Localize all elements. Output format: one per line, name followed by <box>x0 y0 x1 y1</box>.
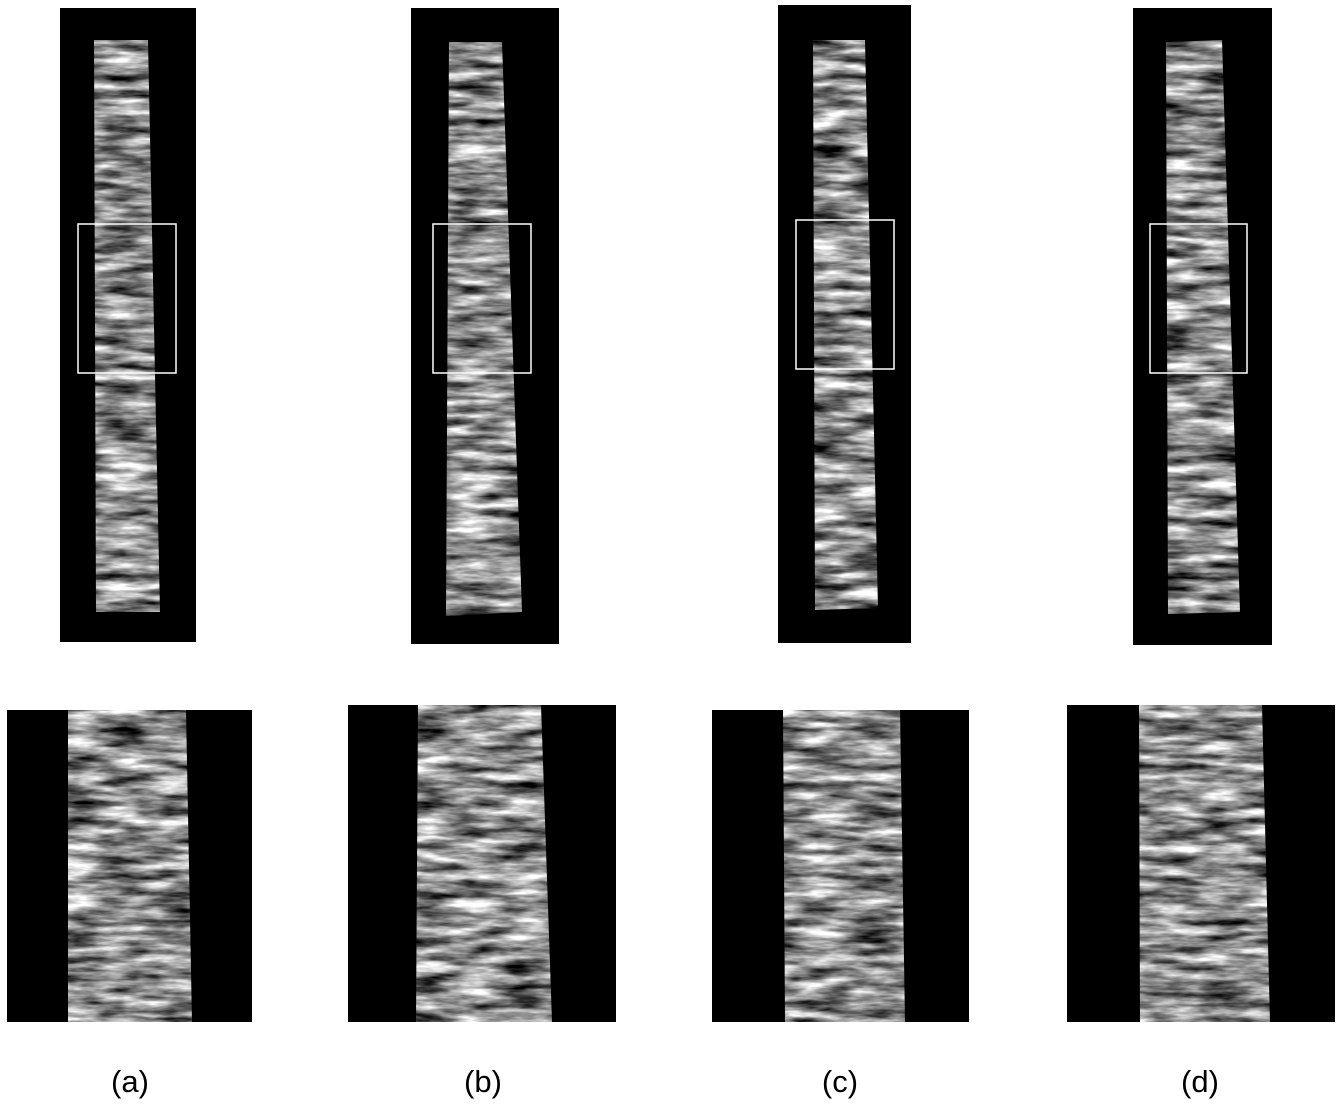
panel-label: (b) <box>464 1064 502 1099</box>
panel-a-full <box>60 8 196 642</box>
panel-d-full <box>1133 8 1272 645</box>
page: (a) (b) (c) (d) (() => { const data = JS… <box>0 0 1336 1104</box>
panel-d-zoom <box>1067 705 1335 1022</box>
panel-c-full <box>778 5 911 643</box>
panel-label: (d) <box>1181 1064 1219 1099</box>
figure: (a) (b) (c) (d) <box>0 0 1336 1104</box>
panel-b-zoom <box>348 705 616 1022</box>
panel-a-zoom <box>7 710 252 1022</box>
panel-label: (a) <box>111 1064 149 1099</box>
panel-label: (c) <box>822 1064 858 1099</box>
panel-c-zoom <box>712 710 969 1022</box>
panel-b-full <box>411 8 559 644</box>
